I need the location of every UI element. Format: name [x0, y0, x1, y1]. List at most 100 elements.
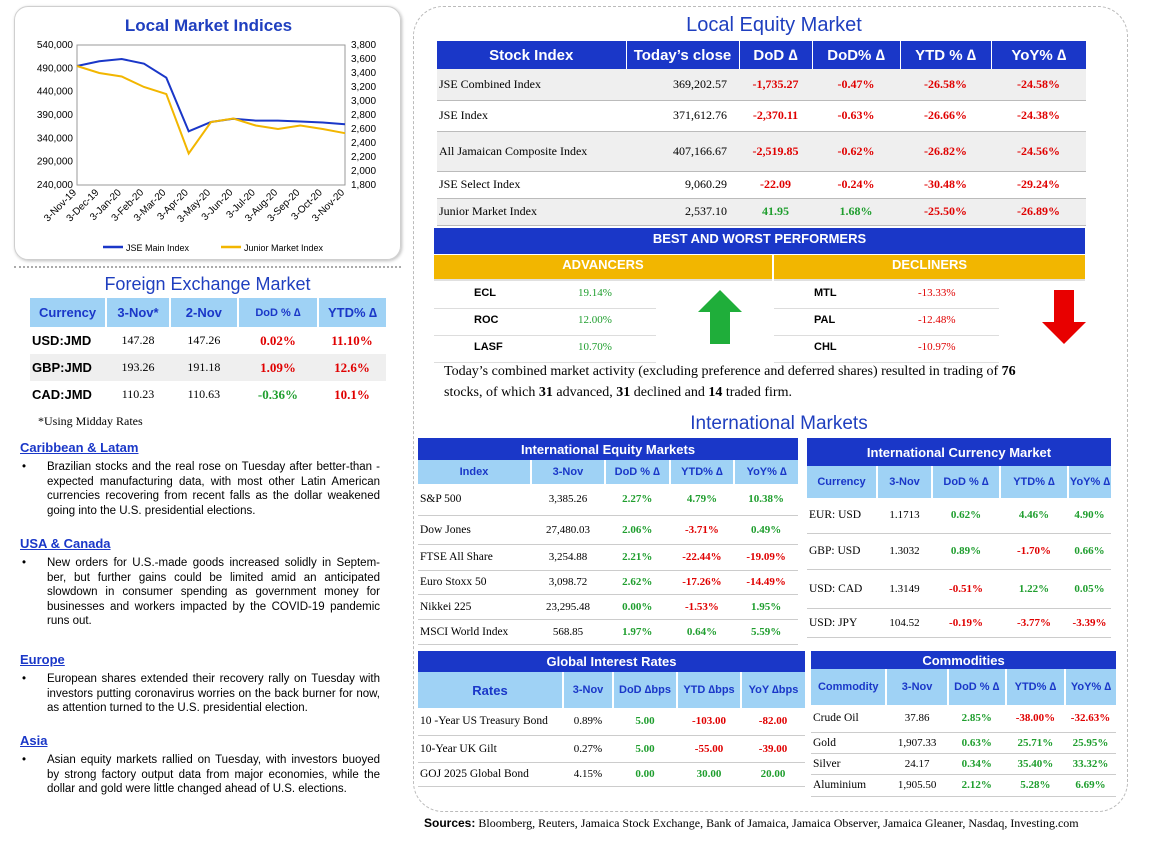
table-cell: 0.05%	[1068, 569, 1111, 609]
table-cell: 23,295.48	[530, 594, 605, 620]
table-cell: USD: CAD	[807, 569, 877, 609]
table-cell: 5.00	[613, 708, 677, 736]
performer-change: -12.48%	[918, 314, 956, 326]
table-cell: 0.49%	[734, 515, 798, 545]
legend-label: Junior Market Index	[244, 243, 324, 253]
commodities-header-row: Commodity 3-Nov DoD % ∆ YTD% ∆ YoY% ∆	[811, 669, 1116, 705]
rates-header: YTD ∆bps	[676, 672, 741, 708]
table-cell: 104.52	[877, 608, 932, 638]
equity-cell: 2,537.10	[626, 198, 739, 226]
table-cell: 0.64%	[669, 619, 735, 645]
commodities-title-row: Commodities	[811, 651, 1116, 669]
rates-table: Global Interest Rates Rates 3-Nov DoD ∆b…	[418, 651, 805, 787]
table-cell: USD: JPY	[807, 608, 877, 638]
table-cell: 6.69%	[1064, 774, 1116, 797]
equity-header: DoD ∆	[739, 41, 813, 69]
legend-label: JSE Main Index	[126, 243, 190, 253]
table-row: Euro Stoxx 50 3,098.72 2.62% -17.26% -14.49%	[418, 570, 798, 595]
equity-row: JSE Select Index 9,060.29 -22.09 -0.24% -30.…	[437, 171, 1086, 199]
table-cell: -22.44%	[669, 544, 735, 571]
equity-header: YoY% ∆	[1011, 46, 1067, 64]
y-tick-label: 440,000	[37, 87, 74, 98]
divider	[14, 266, 401, 268]
table-cell: GOJ 2025 Global Bond	[418, 762, 563, 787]
y2-tick-label: 3,200	[351, 82, 376, 93]
rates-header: Rates	[472, 682, 508, 698]
table-cell: GBP: USD	[807, 533, 877, 570]
table-cell: 1.97%	[604, 619, 670, 645]
performer-ticker: ECL	[474, 287, 496, 299]
equity-cell: JSE Combined Index	[437, 69, 626, 101]
news-item: • Asian equity markets rallied on Tuesday…	[20, 753, 380, 797]
news-text: Brazilian stocks and the real rose on Tu…	[47, 461, 380, 517]
equity-cell: -26.89%	[991, 198, 1086, 226]
line-chart: 540,000 490,000 440,000 390,000 340,000 290,0…	[37, 40, 377, 253]
equity-cell: 41.95	[739, 198, 812, 226]
table-cell: Aluminium	[811, 774, 887, 797]
table-cell: 0.89%	[932, 533, 1000, 570]
y-tick-label: 240,000	[37, 180, 74, 191]
table-cell: 25.95%	[1064, 732, 1116, 754]
table-cell: -0.51%	[932, 569, 1000, 609]
table-row: 10-Year UK Gilt 0.27% 5.00 -55.00 -39.00	[418, 735, 805, 763]
fx-cell: 110.63	[187, 387, 221, 401]
table-cell: -1.70%	[1000, 533, 1068, 570]
table-row: Nikkei 225 23,295.48 0.00% -1.53% 1.95%	[418, 594, 798, 620]
sources-text: Bloomberg, Reuters, Jamaica Stock Exchan…	[475, 816, 1079, 830]
table-cell: -55.00	[677, 735, 741, 763]
equity-cell: -22.09	[739, 171, 812, 199]
table-row: Silver 24.17 0.34% 35.40% 33.32%	[811, 753, 1116, 775]
equity-cell: -0.62%	[812, 131, 900, 172]
equity-cell: -30.48%	[900, 171, 991, 199]
equity-cell: -24.38%	[991, 100, 1086, 132]
performer-change: -13.33%	[918, 287, 956, 299]
performer-ticker: ROC	[474, 314, 499, 326]
intl-equity-header: 3-Nov	[529, 460, 605, 484]
equity-cell: -24.56%	[991, 131, 1086, 172]
intl-currency-header: YTD% ∆	[999, 466, 1068, 498]
table-cell: 1.22%	[1000, 569, 1068, 609]
intl-currency-header: Currency	[817, 476, 866, 488]
summary-text: stocks, of which	[444, 385, 539, 400]
equity-cell: 407,166.67	[626, 131, 739, 172]
fx-header: YTD% ∆	[327, 305, 378, 320]
intl-currency-title-row: International Currency Market	[807, 438, 1111, 466]
performers-title: BEST AND WORST PERFORMERS	[434, 228, 1085, 254]
table-cell: 0.00	[613, 762, 677, 787]
equity-cell: -29.24%	[991, 171, 1086, 199]
y-tick-label: 490,000	[37, 63, 74, 74]
table-cell: 0.89%	[563, 708, 613, 736]
table-cell: 2.12%	[947, 774, 1006, 797]
table-cell: 24.17	[886, 753, 948, 775]
table-row: EUR: USD 1.1713 0.62% 4.46% 4.90%	[807, 498, 1111, 534]
table-row: USD: CAD 1.3149 -0.51% 1.22% 0.05%	[807, 569, 1111, 609]
equity-cell: All Jamaican Composite Index	[437, 131, 626, 172]
table-cell: 1,905.50	[886, 774, 948, 797]
plot-frame	[76, 44, 346, 186]
rates-header-row: Rates 3-Nov DoD ∆bps YTD ∆bps YoY ∆bps	[418, 672, 805, 708]
table-cell: EUR: USD	[807, 498, 877, 534]
bullet-icon: •	[22, 754, 27, 766]
fx-cell: GBP:JMD	[32, 360, 92, 375]
equity-title: Local Equity Market	[686, 14, 862, 36]
equity-cell: -26.66%	[900, 100, 991, 132]
sources: Sources: Bloomberg, Reuters, Jamaica Sto…	[424, 816, 1144, 831]
intl-currency-header-row: Currency 3-Nov DoD % ∆ YTD% ∆ YoY% ∆	[807, 466, 1111, 498]
decliners-list: MTL -13.33% PAL -12.48% CHL -10.97%	[774, 282, 999, 363]
intl-equity-table: International Equity Markets Index 3-Nov…	[418, 438, 798, 645]
intl-equity-title: International Equity Markets	[520, 441, 696, 457]
intl-equity-header-row: Index 3-Nov DoD % ∆ YTD% ∆ YoY% ∆	[418, 460, 798, 484]
performer-change: 10.70%	[578, 341, 612, 353]
news-heading: Asia	[20, 733, 48, 748]
equity-cell: -24.58%	[991, 69, 1086, 101]
fx-cell: 193.26	[121, 360, 155, 374]
y2-tick-label: 1,800	[351, 180, 376, 191]
table-cell: 1.3032	[877, 533, 932, 570]
table-cell: 0.63%	[947, 732, 1006, 754]
table-cell: -17.26%	[669, 570, 735, 595]
table-cell: 1.95%	[734, 594, 798, 620]
fx-row: CAD:JMD 110.23 110.63 -0.36% 10.1%	[30, 381, 386, 408]
news-heading: Caribbean & Latam	[20, 440, 139, 455]
table-cell: 2.06%	[604, 515, 670, 545]
table-cell: 10.38%	[734, 484, 798, 516]
